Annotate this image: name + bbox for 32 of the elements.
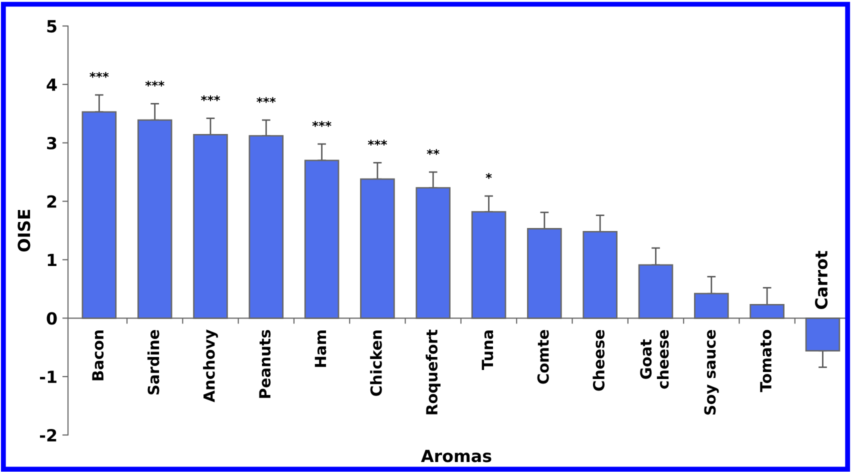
x-tick-label: Bacon <box>92 330 104 380</box>
annotation: *** <box>145 80 164 87</box>
x-tick-label: Anchovy <box>203 330 218 402</box>
y-tick-label: 2 <box>47 195 56 208</box>
x-tick-label: Ham <box>314 330 326 367</box>
x-tick-label: Comte <box>537 330 549 384</box>
x-tick-label: Chicken <box>370 330 382 396</box>
y-axis-title: OISE <box>18 210 30 252</box>
y-tick-label: -2 <box>40 428 56 442</box>
x-tick-label: Soy sauce <box>704 330 719 415</box>
y-tick-label: 3 <box>47 136 56 150</box>
y-tick-label: 1 <box>48 254 56 266</box>
annotation: * <box>486 173 492 179</box>
y-tick-label: 4 <box>46 78 57 91</box>
x-axis-title: Aromas <box>421 450 492 462</box>
annotation: *** <box>256 97 276 103</box>
x-tick-label: Goat cheese <box>640 330 669 389</box>
annotation: *** <box>200 95 220 102</box>
y-tick-label: -1 <box>40 370 56 383</box>
x-tick-label: Carrot <box>814 250 828 309</box>
x-tick-label: Tuna <box>482 330 494 370</box>
x-tick-label: Tomato <box>760 330 772 392</box>
x-tick-label: Cheese <box>592 330 605 391</box>
x-tick-label: Sardine <box>147 330 160 394</box>
y-tick-label: 0 <box>46 312 57 325</box>
x-tick-label: Roquefort <box>426 330 441 414</box>
annotation: *** <box>90 72 109 78</box>
y-tick-label: 5 <box>47 20 56 33</box>
annotation: *** <box>368 140 388 146</box>
x-tick-label: Peanuts <box>259 330 271 398</box>
annotation: *** <box>312 121 332 127</box>
annotation: ** <box>426 149 440 155</box>
